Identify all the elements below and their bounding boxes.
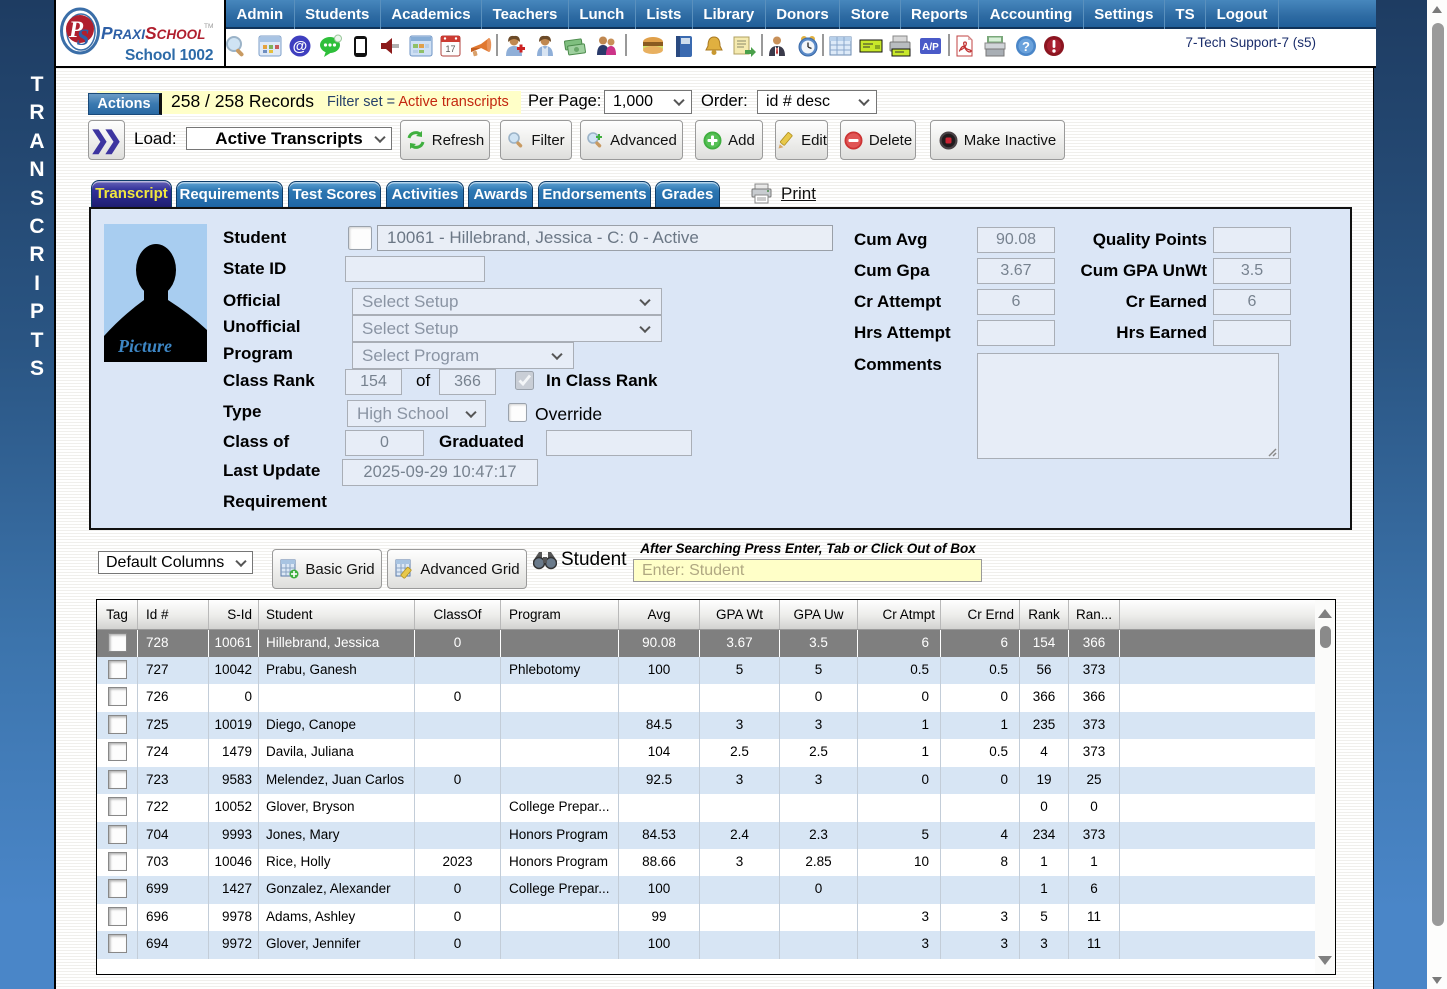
svg-text:A/P: A/P — [922, 42, 939, 53]
svg-text:Picture: Picture — [117, 336, 172, 356]
svg-text:PRAXISCHOOL: PRAXISCHOOL — [101, 23, 205, 43]
svg-text:School 1002: School 1002 — [125, 47, 213, 64]
svg-text:P: P — [68, 17, 84, 42]
svg-text:@: @ — [293, 38, 308, 55]
svg-text:?: ? — [1022, 39, 1030, 54]
svg-text:S: S — [77, 25, 90, 50]
svg-text:17: 17 — [445, 44, 455, 54]
svg-text:TM: TM — [204, 23, 213, 30]
